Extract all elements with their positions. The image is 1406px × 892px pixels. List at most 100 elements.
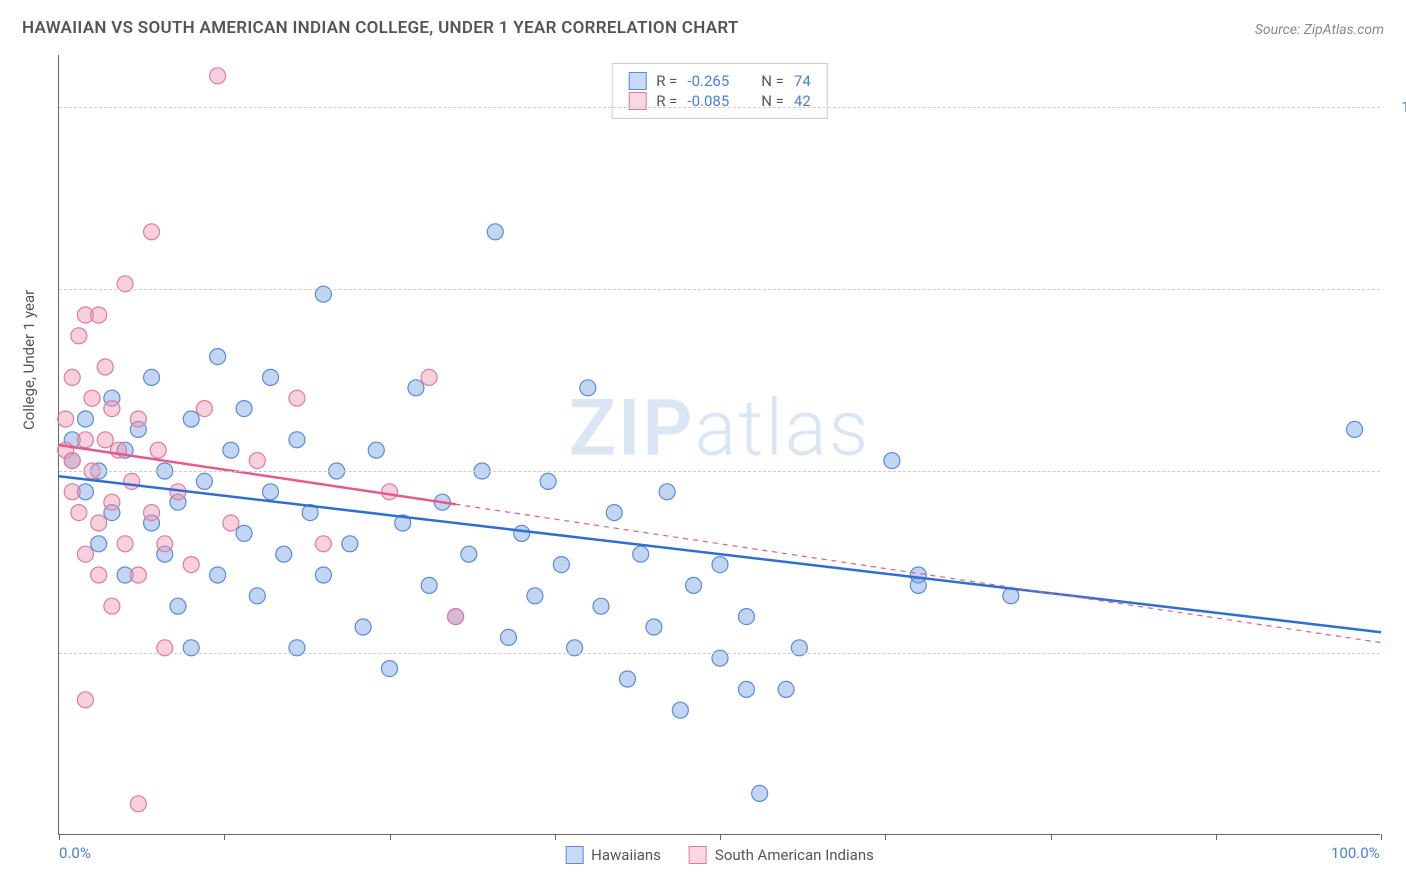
x-tick <box>1051 834 1052 840</box>
data-point <box>276 546 292 562</box>
data-point <box>210 567 226 583</box>
gridline-h <box>59 471 1380 472</box>
data-point <box>97 432 113 448</box>
legend-item: South American Indians <box>689 846 874 864</box>
data-point <box>355 619 371 635</box>
legend-swatch <box>689 846 707 864</box>
data-point <box>527 588 543 604</box>
x-tick <box>390 834 391 840</box>
data-point <box>500 629 516 645</box>
data-point <box>910 577 926 593</box>
data-point <box>91 536 107 552</box>
data-point <box>144 505 160 521</box>
data-point <box>514 525 530 541</box>
data-point <box>540 473 556 489</box>
x-tick <box>720 834 721 840</box>
data-point <box>223 515 239 531</box>
data-point <box>117 536 133 552</box>
data-point <box>342 536 358 552</box>
data-point <box>77 432 93 448</box>
data-point <box>144 224 160 240</box>
data-point <box>97 359 113 375</box>
data-point <box>71 505 87 521</box>
data-point <box>606 505 622 521</box>
data-point <box>91 567 107 583</box>
data-point <box>884 453 900 469</box>
data-point <box>289 432 305 448</box>
data-point <box>752 785 768 801</box>
data-point <box>249 588 265 604</box>
data-point <box>580 380 596 396</box>
x-tick <box>885 834 886 840</box>
data-point <box>236 525 252 541</box>
data-point <box>633 546 649 562</box>
plot-area: ZIPatlas R =-0.265N =74R =-0.085N =42 Ha… <box>58 55 1380 835</box>
data-point <box>196 401 212 417</box>
data-point <box>183 557 199 573</box>
stats-box: R =-0.265N =74R =-0.085N =42 <box>611 63 828 119</box>
data-point <box>593 598 609 614</box>
data-point <box>738 609 754 625</box>
data-point <box>104 401 120 417</box>
data-point <box>144 369 160 385</box>
scatter-svg <box>59 55 1380 834</box>
x-tick <box>224 834 225 840</box>
legend-swatch <box>565 846 583 864</box>
data-point <box>249 453 265 469</box>
data-point <box>672 702 688 718</box>
stats-row: R = -0.265 N = 74 <box>628 72 811 90</box>
x-tick <box>1216 834 1217 840</box>
data-point <box>196 473 212 489</box>
data-point <box>263 484 279 500</box>
data-point <box>289 390 305 406</box>
data-point <box>77 411 93 427</box>
legend: Hawaiians South American Indians <box>565 846 874 864</box>
data-point <box>157 536 173 552</box>
chart-title: HAWAIIAN VS SOUTH AMERICAN INDIAN COLLEG… <box>22 18 739 38</box>
data-point <box>553 557 569 573</box>
data-point <box>91 307 107 323</box>
regression-line <box>59 476 1381 632</box>
data-point <box>646 619 662 635</box>
stat-n-value: 74 <box>794 72 811 90</box>
data-point <box>448 609 464 625</box>
data-point <box>315 536 331 552</box>
data-point <box>130 796 146 812</box>
data-point <box>104 598 120 614</box>
data-point <box>461 546 477 562</box>
data-point <box>58 411 74 427</box>
data-point <box>150 442 166 458</box>
data-point <box>408 380 424 396</box>
data-point <box>183 411 199 427</box>
data-point <box>1347 421 1363 437</box>
data-point <box>91 515 107 531</box>
data-point <box>738 681 754 697</box>
data-point <box>686 577 702 593</box>
data-point <box>64 484 80 500</box>
data-point <box>210 349 226 365</box>
data-point <box>421 577 437 593</box>
data-point <box>659 484 675 500</box>
stat-r-label: R = <box>656 72 677 90</box>
legend-item: Hawaiians <box>565 846 661 864</box>
data-point <box>124 473 140 489</box>
y-axis-label: College, Under 1 year <box>20 290 38 430</box>
legend-label: Hawaiians <box>591 846 661 864</box>
data-point <box>170 598 186 614</box>
data-point <box>421 369 437 385</box>
gridline-h <box>59 107 1380 108</box>
stat-r-value: -0.265 <box>687 72 729 90</box>
data-point <box>263 369 279 385</box>
data-point <box>368 442 384 458</box>
legend-label: South American Indians <box>715 846 874 864</box>
stat-n-label: N = <box>761 72 784 90</box>
data-point <box>71 328 87 344</box>
data-point <box>487 224 503 240</box>
data-point <box>77 546 93 562</box>
x-tick <box>59 834 60 840</box>
legend-swatch <box>628 72 646 90</box>
data-point <box>84 390 100 406</box>
x-tick-label: 0.0% <box>59 844 91 862</box>
data-point <box>130 411 146 427</box>
x-tick <box>555 834 556 840</box>
